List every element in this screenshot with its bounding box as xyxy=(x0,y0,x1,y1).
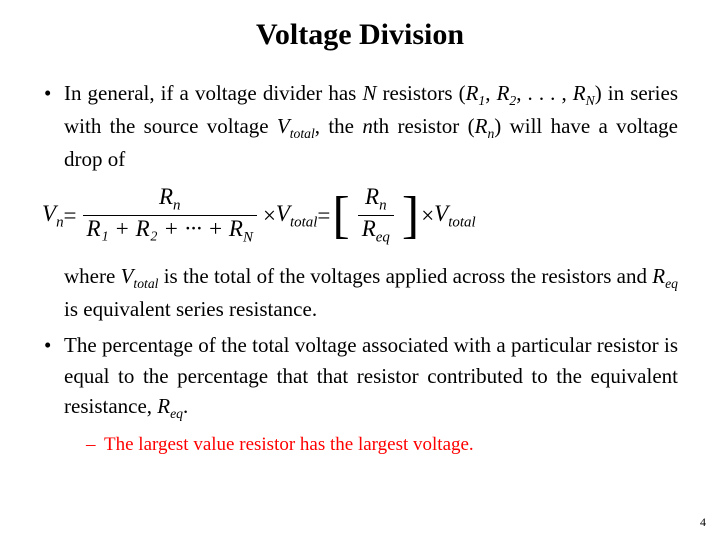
equation: Vn = Rn R₁ + R₂ + ··· + RN × Vtotal = [ … xyxy=(42,184,476,247)
b1b-t1: where xyxy=(64,264,121,288)
eq-frac1: Rn R₁ + R₂ + ··· + RN xyxy=(83,184,257,247)
b2-Req: R xyxy=(157,394,170,418)
b1-t1: In general, if a voltage divider has xyxy=(64,81,362,105)
eq-eq2: = xyxy=(317,199,330,232)
b1-Vt: V xyxy=(277,114,290,138)
b1-t2: resistors ( xyxy=(376,81,465,105)
b1b-t2: is the total of the voltages applied acr… xyxy=(158,264,652,288)
equation-row: Vn = Rn R₁ + R₂ + ··· + RN × Vtotal = [ … xyxy=(42,184,678,247)
page-number: 4 xyxy=(700,515,706,530)
b1-Rn: R xyxy=(475,114,488,138)
b1b-Vts: total xyxy=(133,276,158,291)
eq-f1-ns: n xyxy=(173,198,180,214)
b1-t4: , . . . , xyxy=(516,81,573,105)
b1-t6: , the xyxy=(315,114,363,138)
slide: Voltage Division In general, if a voltag… xyxy=(0,0,720,540)
eq-times1: × xyxy=(263,199,276,232)
bullet-list: In general, if a voltage divider has N r… xyxy=(42,78,678,459)
eq-Vt2-v: V xyxy=(434,201,448,226)
eq-f1-nR: R xyxy=(159,184,173,209)
eq-frac2-num: Rn xyxy=(361,184,391,215)
b1-t7: th resistor ( xyxy=(373,114,475,138)
eq-f1-d: R₁ + R₂ + ··· + R xyxy=(87,216,243,241)
b1-R2: R xyxy=(497,81,510,105)
eq-frac1-num: Rn xyxy=(155,184,185,215)
b2-t2: . xyxy=(183,394,188,418)
eq-f2-ds: eq xyxy=(376,230,390,246)
eq-Vt1-v: V xyxy=(276,201,290,226)
eq-Vt2: Vtotal xyxy=(434,197,475,234)
b1b-Req: R xyxy=(652,264,665,288)
slide-title: Voltage Division xyxy=(42,18,678,52)
eq-Vt2-s: total xyxy=(448,215,475,231)
b1-t3: , xyxy=(485,81,496,105)
eq-Vt1: Vtotal xyxy=(276,197,317,234)
sub-bullet-1: The largest value resistor has the large… xyxy=(64,432,678,459)
eq-frac2-den: Req xyxy=(358,216,394,247)
eq-Vn-v: V xyxy=(42,201,56,226)
b1b-t3: is equivalent series resistance. xyxy=(64,297,317,321)
eq-Vn-s: n xyxy=(56,215,63,231)
bullet-2: The percentage of the total voltage asso… xyxy=(42,330,678,458)
b1-R1: R xyxy=(466,81,479,105)
b1-RN: R xyxy=(573,81,586,105)
b1-N: N xyxy=(362,81,376,105)
eq-Vn: Vn xyxy=(42,197,64,234)
b1-n: n xyxy=(362,114,373,138)
eq-f2-nR: R xyxy=(365,184,379,209)
eq-f2-dR: R xyxy=(362,216,376,241)
b1b-Vt: V xyxy=(121,264,134,288)
b1-RNs: N xyxy=(586,93,595,108)
sub-bullet-list: The largest value resistor has the large… xyxy=(64,432,678,459)
b1-Vts: total xyxy=(290,126,315,141)
eq-frac1-den: R₁ + R₂ + ··· + RN xyxy=(83,216,257,247)
b2-Reqs: eq xyxy=(170,406,183,421)
eq-f2-ns: n xyxy=(379,198,386,214)
eq-f1-ds: N xyxy=(243,230,253,246)
eq-frac2: Rn Req xyxy=(358,184,394,247)
b1b-Reqs: eq xyxy=(665,276,678,291)
bullet-1: In general, if a voltage divider has N r… xyxy=(42,78,678,324)
eq-Vt1-s: total xyxy=(290,215,317,231)
eq-eq1: = xyxy=(64,199,77,232)
eq-times2: × xyxy=(421,199,434,232)
